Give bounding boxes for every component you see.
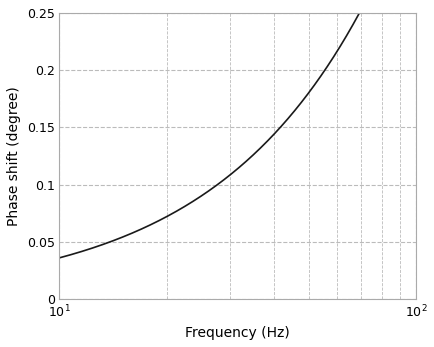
X-axis label: Frequency (Hz): Frequency (Hz) [185, 325, 289, 339]
Y-axis label: Phase shift (degree): Phase shift (degree) [7, 86, 21, 226]
